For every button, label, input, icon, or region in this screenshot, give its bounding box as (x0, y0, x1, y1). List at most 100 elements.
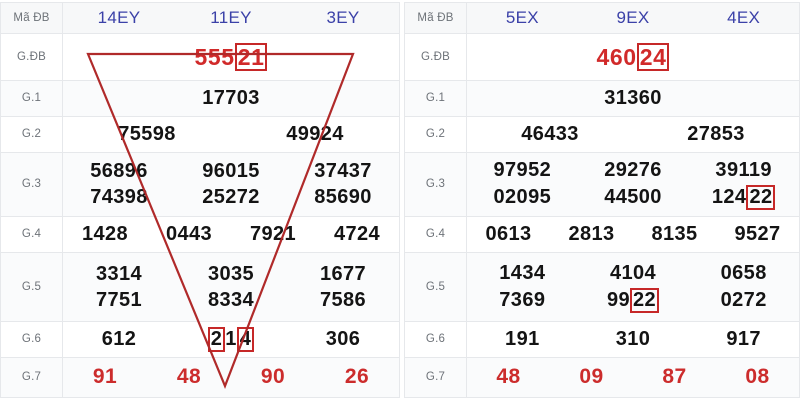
prize-slot: 39119 (688, 159, 798, 182)
result-number: 09 (579, 365, 604, 389)
prize-slot: 31360 (468, 86, 799, 110)
row-label-g2: G.2 (0, 115, 63, 154)
prize-cell-gb: 460 24 (466, 33, 800, 81)
prize-slot: 4104 (578, 262, 689, 285)
result-number: 7751 (95, 288, 143, 311)
row-label-g5: G.5 (0, 251, 63, 323)
prize-slot: 17703 (64, 87, 399, 110)
code-cell: 5EX 9EX 4EX (466, 1, 800, 35)
result-number: 1677 (319, 262, 367, 285)
result-number: 90 (260, 365, 286, 389)
prize-line: 97952 29276 39119 (468, 159, 799, 182)
prize-slot: 612 (64, 327, 176, 351)
right-results-panel: Mã ĐB 5EX 9EX 4EX G.ĐB 460 24 G.1 31360 G.2 46433 2… (404, 0, 800, 400)
result-number: 48 (176, 365, 202, 389)
row-label-g6: G.6 (0, 321, 63, 358)
table-row: G.ĐB 460 24 (404, 33, 800, 81)
province-code[interactable]: 4EX (727, 8, 761, 28)
prize-slot: 25272 (175, 186, 287, 209)
prize-cell-g3: 56896 96015 37437 74398 25272 85690 (62, 152, 400, 217)
prize-line: 1434 4104 0658 (468, 261, 799, 285)
province-code[interactable]: 11EY (210, 8, 252, 28)
result-number: 0658 (720, 261, 767, 284)
prize-slot: 91 (64, 365, 148, 389)
prize-slot: 99 22 (578, 287, 689, 313)
prize-slot: 8135 (633, 223, 716, 246)
row-label-g3: G.3 (0, 152, 63, 217)
table-header-row: Mã ĐB 14EY 11EY 3EY (0, 1, 400, 35)
province-code[interactable]: 9EX (616, 8, 650, 28)
prize-line: 7751 8334 7586 (64, 288, 399, 312)
prize-slot: 124 22 (688, 184, 798, 210)
prize-cell-g6: 612 2 1 4 306 (62, 321, 400, 358)
prize-cell-gb: 555 21 (62, 33, 400, 81)
prize-cell-g7: 48 09 87 08 (466, 356, 800, 399)
prize-slot: 26 (315, 365, 399, 389)
prize-slot: 0658 (688, 261, 798, 285)
prize-slot: 0613 (468, 222, 551, 246)
prize-line: 3314 3035 1677 (64, 262, 399, 286)
highlight-box: 22 (746, 184, 776, 210)
row-label-g1: G.1 (0, 79, 63, 117)
highlight-box: 22 (630, 287, 660, 313)
prize-slot: 7586 (287, 289, 399, 312)
prize-slot: 90 (231, 365, 315, 389)
province-code[interactable]: 5EX (505, 8, 539, 28)
result-number: 4104 (609, 261, 657, 284)
prize-slot: 7921 (231, 223, 315, 246)
prize-cell-g2: 46433 27853 (466, 115, 800, 154)
prize-cell-g1: 31360 (466, 79, 800, 117)
prize-slot: 460 24 (468, 42, 799, 71)
table-row: G.2 75598 49924 (0, 115, 400, 154)
prize-slot: 29276 (578, 159, 689, 182)
result-number: 02095 (493, 185, 552, 208)
table-row: G.7 48 09 87 08 (404, 356, 800, 399)
prize-slot: 87 (633, 365, 716, 389)
prize-cell-g4: 1428 0443 7921 4724 (62, 215, 400, 253)
left-results-table: Mã ĐB 14EY 11EY 3EY G.ĐB 555 21 G.1 17703 G.2 7559… (0, 1, 400, 399)
result-number: 612 (101, 327, 137, 350)
prize-slot: 3314 (64, 263, 176, 286)
prize-slot: 3035 (175, 263, 287, 286)
result-number: 44500 (604, 185, 662, 208)
result-number: 8135 (651, 222, 698, 245)
prize-line: 56896 96015 37437 (64, 159, 399, 183)
result-number: 1428 (81, 222, 129, 245)
result-number: 27853 (687, 122, 745, 145)
result-number: 74398 (90, 185, 148, 208)
result-number: 48 (496, 365, 521, 389)
result-number: 0613 (485, 222, 532, 245)
province-code[interactable]: 3EY (326, 8, 360, 28)
result-number: 124 22 (712, 184, 776, 210)
prize-slot: 49924 (231, 123, 399, 146)
prize-slot: 37437 (287, 160, 399, 183)
result-number: 75598 (118, 122, 176, 145)
prize-cell-g5: 3314 3035 1677 7751 8334 7586 (62, 251, 400, 323)
result-number: 191 (505, 327, 540, 350)
table-row: G.1 17703 (0, 79, 400, 117)
province-code[interactable]: 14EY (97, 8, 141, 28)
result-number: 0443 (165, 222, 213, 245)
result-number: 26 (344, 365, 370, 389)
table-row: G.6 191 310 917 (404, 321, 800, 358)
table-row: G.2 46433 27853 (404, 115, 800, 154)
result-number: 7369 (499, 288, 546, 311)
table-row: G.3 97952 29276 39119 02095 44500 124 22 (404, 152, 800, 217)
prize-cell-g1: 17703 (62, 79, 400, 117)
result-number: 9527 (734, 222, 781, 245)
table-row: G.4 1428 0443 7921 4724 (0, 215, 400, 253)
prize-slot: 08 (716, 365, 799, 389)
result-number: 56896 (90, 159, 148, 182)
row-label-gb: G.ĐB (404, 33, 467, 81)
table-row: G.7 91 48 90 26 (0, 356, 400, 399)
prize-slot: 7369 (468, 288, 578, 312)
code-cell: 14EY 11EY 3EY (62, 1, 400, 35)
result-number: 31360 (604, 86, 662, 109)
prize-slot: 191 (468, 327, 578, 351)
digit: 1 (225, 327, 237, 350)
prize-slot: 48 (147, 365, 231, 389)
prize-slot: 1428 (64, 222, 148, 246)
result-number: 91 (92, 365, 118, 389)
result-number: 25272 (202, 185, 260, 208)
